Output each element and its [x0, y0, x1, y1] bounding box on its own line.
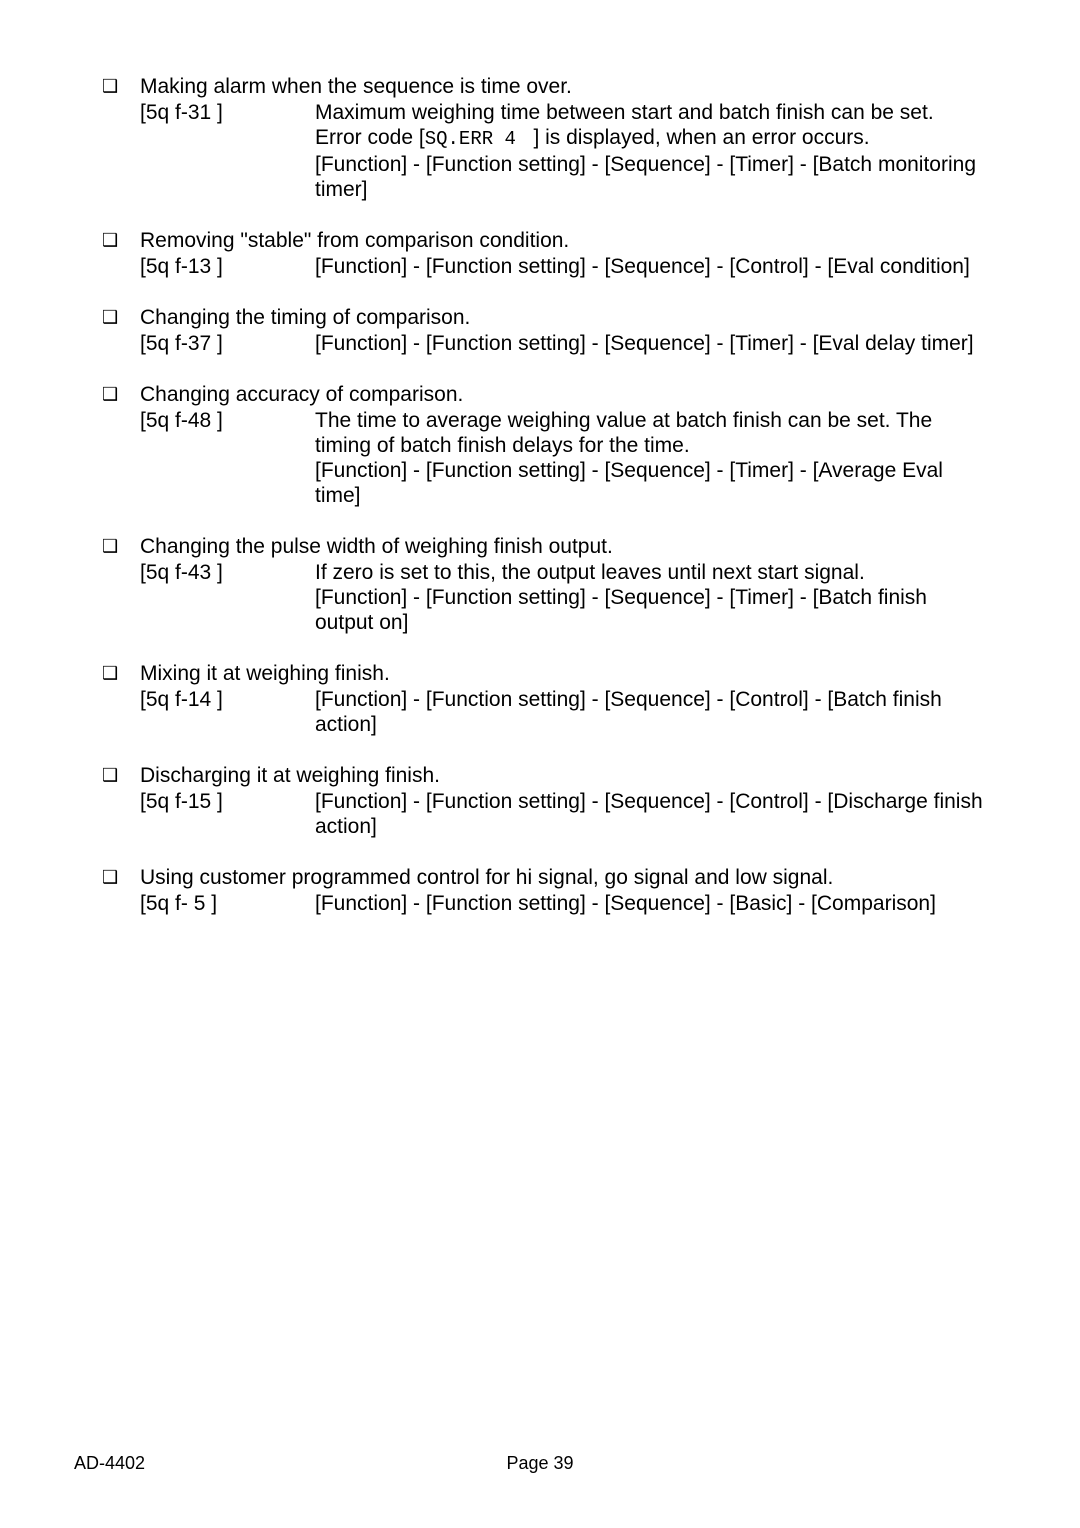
list-item: ❑Making alarm when the sequence is time …	[96, 74, 984, 202]
item-content: Changing the timing of comparison.[5q f-…	[140, 305, 984, 356]
item-row: [5q f-31 ]Maximum weighing time between …	[140, 100, 984, 202]
item-code: [5q f-31 ]	[140, 100, 315, 125]
list-item: ❑Using customer programmed control for h…	[96, 865, 984, 916]
item-content: Making alarm when the sequence is time o…	[140, 74, 984, 202]
item-content: Changing the pulse width of weighing fin…	[140, 534, 984, 635]
bullet-icon: ❑	[96, 661, 140, 685]
item-lead: Changing the pulse width of weighing fin…	[140, 534, 984, 559]
list-item: ❑Mixing it at weighing finish.[5q f-14 ]…	[96, 661, 984, 737]
item-description: [Function] - [Function setting] - [Seque…	[315, 254, 984, 279]
item-row: [5q f-37 ][Function] - [Function setting…	[140, 331, 984, 356]
item-code: [5q f-37 ]	[140, 331, 315, 356]
item-description: If zero is set to this, the output leave…	[315, 560, 984, 635]
list-item: ❑Changing accuracy of comparison.[5q f-4…	[96, 382, 984, 508]
item-description: [Function] - [Function setting] - [Seque…	[315, 687, 984, 737]
item-lead: Changing the timing of comparison.	[140, 305, 984, 330]
item-lead: Removing "stable" from comparison condit…	[140, 228, 984, 253]
item-row: [5q f-48 ]The time to average weighing v…	[140, 408, 984, 508]
item-content: Removing "stable" from comparison condit…	[140, 228, 984, 279]
item-description: [Function] - [Function setting] - [Seque…	[315, 331, 984, 356]
bullet-icon: ❑	[96, 382, 140, 406]
item-content: Using customer programmed control for hi…	[140, 865, 984, 916]
item-lead: Discharging it at weighing finish.	[140, 763, 984, 788]
item-code: [5q f-14 ]	[140, 687, 315, 712]
item-code: [5q f-43 ]	[140, 560, 315, 585]
items-list: ❑Making alarm when the sequence is time …	[96, 74, 984, 916]
list-item: ❑Changing the timing of comparison.[5q f…	[96, 305, 984, 356]
item-description: The time to average weighing value at ba…	[315, 408, 984, 508]
bullet-icon: ❑	[96, 534, 140, 558]
item-row: [5q f-15 ][Function] - [Function setting…	[140, 789, 984, 839]
item-row: [5q f-14 ][Function] - [Function setting…	[140, 687, 984, 737]
page-footer: AD-4402 Page 39	[0, 1453, 1080, 1474]
item-lead: Making alarm when the sequence is time o…	[140, 74, 984, 99]
item-code: [5q f-15 ]	[140, 789, 315, 814]
item-lead: Mixing it at weighing finish.	[140, 661, 984, 686]
item-description: [Function] - [Function setting] - [Seque…	[315, 789, 984, 839]
item-code: [5q f-48 ]	[140, 408, 315, 433]
item-lead: Changing accuracy of comparison.	[140, 382, 984, 407]
bullet-icon: ❑	[96, 74, 140, 98]
item-description: Maximum weighing time between start and …	[315, 100, 984, 202]
item-row: [5q f-43 ]If zero is set to this, the ou…	[140, 560, 984, 635]
item-lead: Using customer programmed control for hi…	[140, 865, 984, 890]
bullet-icon: ❑	[96, 865, 140, 889]
item-content: Discharging it at weighing finish.[5q f-…	[140, 763, 984, 839]
item-description: [Function] - [Function setting] - [Seque…	[315, 891, 984, 916]
item-content: Mixing it at weighing finish.[5q f-14 ][…	[140, 661, 984, 737]
bullet-icon: ❑	[96, 228, 140, 252]
item-row: [5q f-13 ][Function] - [Function setting…	[140, 254, 984, 279]
page-content: ❑Making alarm when the sequence is time …	[0, 0, 1080, 916]
item-code: [5q f-13 ]	[140, 254, 315, 279]
footer-page-number: Page 39	[0, 1453, 1080, 1474]
item-row: [5q f- 5 ][Function] - [Function setting…	[140, 891, 984, 916]
list-item: ❑Removing "stable" from comparison condi…	[96, 228, 984, 279]
footer-model: AD-4402	[74, 1453, 145, 1474]
bullet-icon: ❑	[96, 763, 140, 787]
bullet-icon: ❑	[96, 305, 140, 329]
item-code: [5q f- 5 ]	[140, 891, 315, 916]
list-item: ❑Discharging it at weighing finish.[5q f…	[96, 763, 984, 839]
list-item: ❑Changing the pulse width of weighing fi…	[96, 534, 984, 635]
item-content: Changing accuracy of comparison.[5q f-48…	[140, 382, 984, 508]
